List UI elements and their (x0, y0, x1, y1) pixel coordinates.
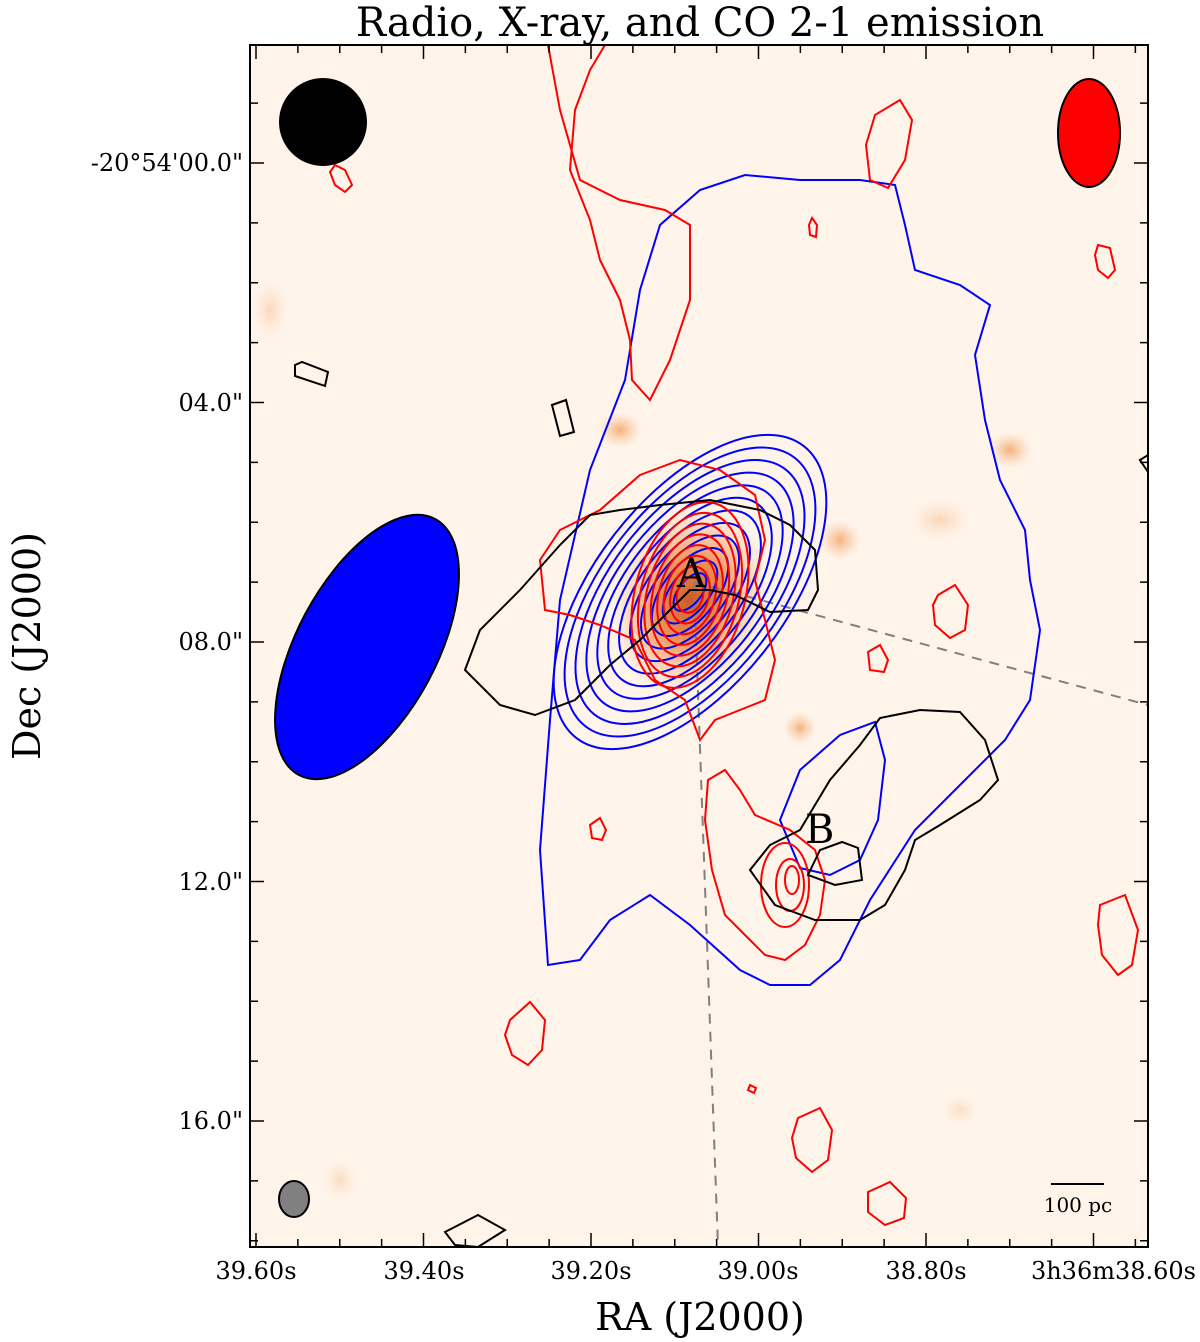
heatmap-blob (322, 1160, 358, 1200)
radio-contour-lobe (778, 720, 887, 877)
x-tick-label: 39.20s (550, 1257, 631, 1285)
beam-small (278, 1180, 310, 1218)
beam-radio (274, 513, 460, 781)
beam-xray (279, 78, 367, 166)
co-contour-blob (588, 816, 608, 842)
y-tick-label: 16.0" (179, 1107, 243, 1135)
guide-line-south (693, 581, 719, 1247)
co-contour-blob (1096, 893, 1140, 977)
x-tick-labels: 39.60s 39.40s 39.20s 39.00s 38.80s 3h36m… (215, 1257, 1196, 1285)
xray-contour-core (463, 498, 820, 717)
xray-contour-blob (550, 398, 576, 438)
co-contour-blob (746, 1083, 758, 1095)
co-contour-blob (807, 215, 819, 239)
co-contour-blob (1093, 243, 1117, 280)
plot-frame (249, 44, 1149, 1248)
co-contour-level (656, 544, 724, 646)
heatmap-blob (988, 432, 1032, 468)
radio-contour-level (563, 446, 817, 738)
xray-contour-blob (294, 360, 330, 388)
co-contour-level (643, 522, 737, 668)
radio-contour-level (574, 459, 806, 725)
x-tick-label: 39.00s (717, 1257, 798, 1285)
heatmap-blob (784, 712, 816, 744)
radio-contour-level (596, 484, 784, 700)
co-contour-core (538, 458, 777, 743)
x-axis-ticks (255, 45, 1137, 1247)
co-contour-blob (931, 583, 970, 640)
co-contour-level (669, 565, 711, 625)
scale-bar-label: 100 pc (1044, 1193, 1113, 1217)
co-contour-level (675, 576, 705, 614)
y-axis-label: Dec (J2000) (5, 532, 49, 760)
co-contour-blob (864, 98, 914, 190)
y-tick-labels: -20°54'00.0" 04.0" 08.0" 12.0" 16.0" (91, 149, 243, 1135)
source-label-a: A (676, 551, 707, 597)
xray-contour-blob (1138, 453, 1148, 474)
radio-contour-outer (538, 173, 1042, 986)
xray-contour-blob (443, 1213, 507, 1247)
plot-area: A B 100 pc (252, 45, 1148, 1247)
co-contour-blob (866, 643, 890, 674)
chart-title: Radio, X-ray, and CO 2-1 emission (356, 0, 1044, 46)
x-tick-label: 39.40s (383, 1257, 464, 1285)
co-contour-level (784, 865, 800, 895)
y-tick-label: 04.0" (179, 389, 243, 417)
y-axis-ticks (250, 102, 1148, 1242)
beam-co (1057, 78, 1121, 188)
co-contour-level (636, 511, 744, 679)
co-contour-blob (328, 163, 354, 194)
co-contours (328, 45, 1140, 1227)
source-label-b: B (805, 807, 834, 853)
heatmap-blob (942, 1096, 978, 1124)
co-contour-blob (503, 1000, 547, 1067)
radio-contour-level (618, 509, 762, 675)
y-tick-label: -20°54'00.0" (91, 149, 243, 177)
heatmap-blob (252, 280, 288, 340)
co-contour-blob (867, 1180, 908, 1227)
xray-contour-b-knot (806, 840, 864, 887)
radio-contour-level (585, 471, 795, 713)
x-tick-label: 38.80s (885, 1257, 966, 1285)
co-contour-north-filament (547, 45, 691, 402)
x-tick-label: 39.60s (215, 1257, 296, 1285)
y-tick-label: 12.0" (179, 868, 243, 896)
radio-contour-level (552, 433, 828, 751)
xray-contours (294, 360, 1148, 1247)
y-tick-label: 08.0" (179, 628, 243, 656)
x-tick-label: 3h36m38.60s (1031, 1257, 1196, 1285)
x-axis-label: RA (J2000) (595, 1295, 805, 1339)
co-contour-blob (790, 1106, 834, 1174)
co-contour-level (649, 533, 731, 657)
co-contour-level (662, 554, 718, 636)
heatmap-blob (820, 520, 860, 560)
heatmap-blob (910, 500, 970, 540)
co-contour-south-tail (703, 768, 827, 962)
co-contour-level (630, 501, 750, 689)
xray-contour-south (748, 708, 1000, 921)
